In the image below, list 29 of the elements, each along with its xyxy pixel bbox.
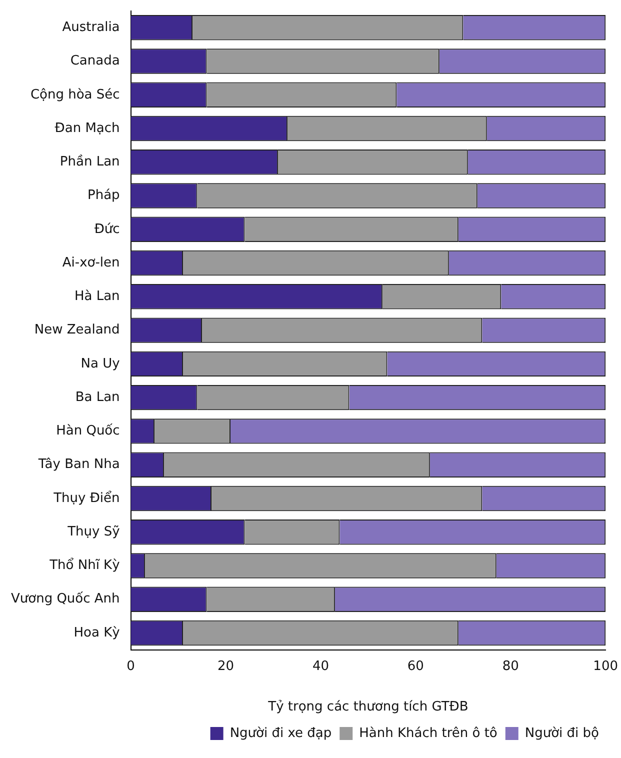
y-tick-label: Tây Ban Nha bbox=[37, 457, 120, 472]
y-tick-label: Vương Quốc Anh bbox=[10, 592, 120, 607]
y-tick-label: Hà Lan bbox=[74, 289, 120, 304]
x-tick-label: 80 bbox=[502, 658, 519, 674]
y-tick-label: Na Uy bbox=[80, 356, 120, 372]
x-tick-label: 100 bbox=[593, 658, 618, 674]
legend-label: Người đi xe đạp bbox=[230, 726, 332, 741]
x-tick-label: 40 bbox=[312, 658, 329, 674]
y-tick-label: Đan Mạch bbox=[54, 120, 120, 136]
y-tick-label: Thụy Sỹ bbox=[66, 524, 120, 540]
y-tick-label: Phần Lan bbox=[60, 154, 120, 170]
y-tick-label: New Zealand bbox=[34, 322, 120, 338]
x-tick-label: 20 bbox=[217, 658, 234, 674]
y-tick-label: Hàn Quốc bbox=[56, 424, 120, 439]
y-tick-label: Đức bbox=[94, 222, 120, 237]
x-tick-label: 60 bbox=[407, 658, 424, 674]
legend-label: Người đi bộ bbox=[524, 726, 600, 741]
y-tick-label: Ba Lan bbox=[75, 390, 120, 405]
x-axis-title: Tỷ trọng các thương tích GTĐB bbox=[267, 700, 468, 715]
y-tick-label: Pháp bbox=[87, 188, 120, 204]
y-tick-label: Canada bbox=[70, 54, 120, 69]
legend-label: Hành Khách trên ô tô bbox=[359, 726, 498, 741]
y-tick-label: Cộng hòa Séc bbox=[30, 87, 120, 102]
y-tick-label: Ai-xơ-len bbox=[62, 255, 120, 270]
y-tick-label: Hoa Kỳ bbox=[74, 625, 120, 640]
x-tick-label: 0 bbox=[126, 658, 135, 674]
y-tick-label: Thụy Điển bbox=[52, 490, 120, 506]
y-tick-label: Australia bbox=[62, 20, 120, 35]
y-tick-label: Thổ Nhĩ Kỳ bbox=[48, 557, 120, 574]
